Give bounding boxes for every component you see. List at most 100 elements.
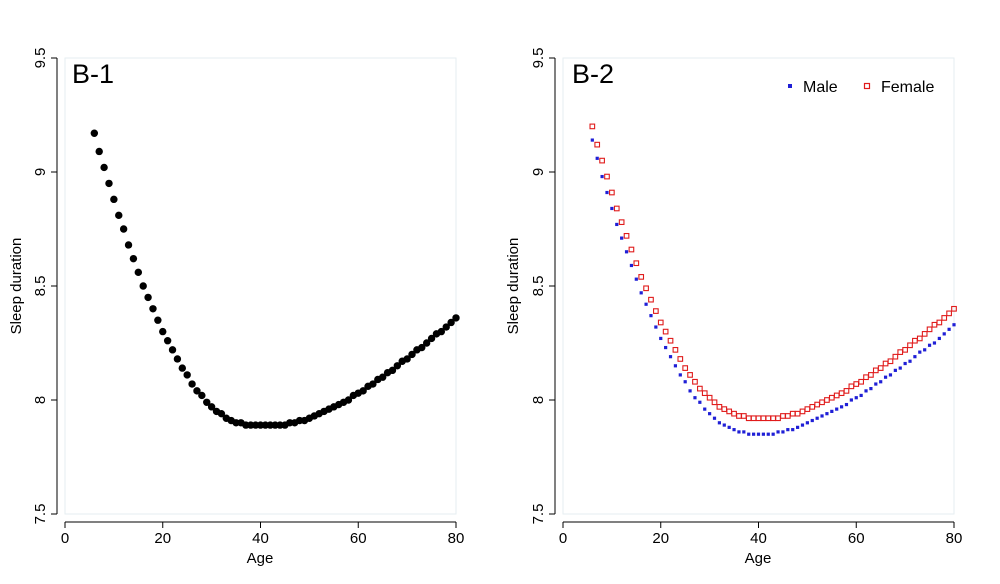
data-point xyxy=(712,416,717,420)
data-point xyxy=(888,373,893,377)
data-point xyxy=(692,378,698,385)
data-point xyxy=(393,362,402,370)
data-point xyxy=(863,374,869,381)
data-point xyxy=(600,174,604,179)
data-point xyxy=(946,310,952,317)
data-point xyxy=(654,325,658,329)
data-point xyxy=(941,315,948,321)
x-tick-label: 60 xyxy=(848,530,865,547)
data-point xyxy=(897,349,904,355)
panel-b2: B-2 Age Sleep duration 0 20 40 60 80 7.5 8 8.5… xyxy=(505,48,962,567)
data-point xyxy=(604,173,610,180)
data-point xyxy=(119,225,128,233)
data-point xyxy=(629,263,634,268)
y-tick-label: 8.5 xyxy=(32,276,49,297)
data-point xyxy=(786,428,790,432)
data-point xyxy=(776,430,780,434)
data-point xyxy=(740,413,747,419)
data-point xyxy=(839,405,844,409)
data-point xyxy=(595,156,599,160)
data-point xyxy=(932,341,937,345)
data-point xyxy=(760,415,767,422)
data-point xyxy=(848,383,855,390)
data-point xyxy=(835,407,839,411)
data-point xyxy=(766,432,770,436)
data-point xyxy=(755,415,762,422)
data-point xyxy=(892,353,899,360)
data-point xyxy=(609,189,615,196)
data-point xyxy=(902,346,908,353)
data-point xyxy=(780,413,786,419)
data-point xyxy=(687,372,693,378)
data-point xyxy=(178,364,186,372)
data-point xyxy=(809,403,816,410)
data-point xyxy=(427,334,436,343)
data-point xyxy=(781,430,785,434)
data-point xyxy=(154,316,162,324)
data-point xyxy=(732,428,736,432)
y-tick-label: 7.5 xyxy=(530,504,547,525)
data-point xyxy=(188,380,196,388)
data-point xyxy=(657,319,664,326)
data-point xyxy=(916,335,923,342)
data-point xyxy=(844,402,849,407)
data-point xyxy=(791,428,795,432)
data-point xyxy=(810,418,814,423)
y-tick-label: 7.5 xyxy=(32,504,49,525)
data-point xyxy=(422,339,431,347)
data-point xyxy=(163,337,172,345)
data-point xyxy=(173,355,182,363)
x-tick-label: 40 xyxy=(252,530,269,547)
data-point xyxy=(706,394,713,401)
data-point xyxy=(775,415,781,422)
legend-female-label: Female xyxy=(881,79,934,96)
data-point xyxy=(643,285,649,292)
data-point xyxy=(193,387,201,395)
data-point xyxy=(947,327,951,331)
x-tick-label: 20 xyxy=(652,530,669,547)
data-point xyxy=(447,318,455,327)
y-axis-title: Sleep duration xyxy=(8,238,25,335)
data-point xyxy=(638,274,645,280)
data-point xyxy=(95,147,103,156)
x-tick-label: 40 xyxy=(750,530,767,547)
data-point xyxy=(828,394,835,401)
legend-male-marker xyxy=(788,84,792,88)
data-point xyxy=(879,380,883,384)
data-point xyxy=(903,361,907,366)
data-point xyxy=(736,413,742,419)
data-point xyxy=(838,390,845,397)
data-point xyxy=(913,355,917,359)
data-point xyxy=(942,332,946,336)
data-point xyxy=(437,327,446,336)
data-point xyxy=(923,348,927,352)
data-point xyxy=(613,205,620,212)
data-point xyxy=(168,346,177,354)
y-tick-label: 9 xyxy=(32,168,49,176)
data-point xyxy=(653,308,659,314)
data-point xyxy=(745,415,752,422)
data-point xyxy=(824,397,830,403)
x-tick-label: 0 xyxy=(61,530,69,547)
data-point xyxy=(874,382,878,386)
data-point xyxy=(129,254,138,263)
data-point xyxy=(418,343,426,352)
data-point xyxy=(800,423,805,427)
x-tick-label: 60 xyxy=(350,530,367,547)
data-point xyxy=(599,157,605,164)
data-point xyxy=(100,163,108,172)
data-point xyxy=(677,356,684,362)
data-point xyxy=(804,406,811,412)
data-point xyxy=(722,423,726,427)
panel-label: B-2 xyxy=(572,59,614,89)
data-point xyxy=(752,432,756,436)
data-point xyxy=(951,305,957,312)
data-point xyxy=(716,403,723,410)
plot-frame xyxy=(562,57,955,515)
data-point xyxy=(388,366,397,375)
data-point xyxy=(819,399,825,406)
data-point xyxy=(858,378,864,385)
data-point xyxy=(624,250,629,254)
data-point xyxy=(693,396,697,400)
data-point xyxy=(683,380,687,384)
